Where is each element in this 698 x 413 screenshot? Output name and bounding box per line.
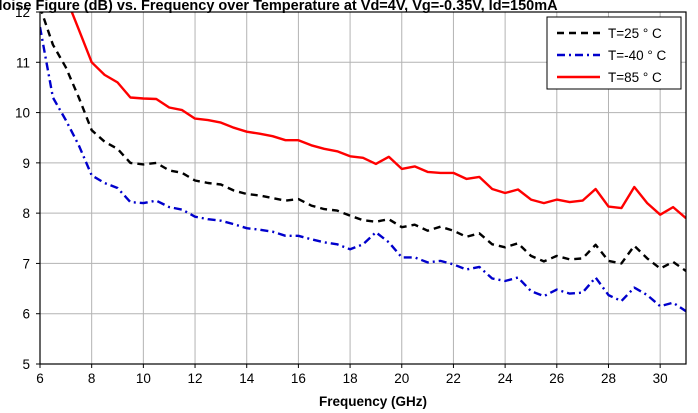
x-tick-label: 20 [394,371,409,386]
x-axis-label: Frequency (GHz) [319,394,427,409]
x-tick-label: 8 [88,371,96,386]
x-tick-labels: 6 8 10 12 14 16 18 20 22 24 26 28 30 [36,364,668,386]
y-tick-label: 7 [22,256,30,271]
legend-label: T=-40 ° C [608,48,667,63]
series-line [40,12,686,272]
x-tick-label: 16 [291,371,306,386]
x-tick-label: 28 [601,371,616,386]
x-tick-label: 6 [36,371,44,386]
y-tick-label: 8 [22,206,30,221]
legend: T=25 ° C T=-40 ° C T=85 ° C [546,16,682,90]
y-tick-label: 5 [22,357,30,372]
series-layer [40,12,686,313]
x-tick-label: 10 [136,371,151,386]
y-tick-label: 6 [22,307,30,322]
plot-frame [39,11,687,365]
chart-title: Noise Figure (dB) vs. Frequency over Tem… [0,0,558,14]
y-tick-label: 12 [15,5,30,20]
x-tick-label: 12 [188,371,203,386]
legend-label: T=25 ° C [608,26,662,41]
x-tick-label: 26 [549,371,564,386]
y-tick-labels: 5 6 7 8 9 10 11 12 [15,5,40,372]
legend-label: T=85 ° C [608,70,662,85]
x-tick-label: 14 [239,371,255,386]
series-line [70,12,686,220]
x-tick-label: 18 [343,371,358,386]
x-tick-label: 30 [653,371,668,386]
x-tick-label: 24 [498,371,514,386]
x-tick-label: 22 [446,371,461,386]
y-tick-label: 9 [22,156,30,171]
y-tick-label: 11 [16,55,30,70]
y-tick-label: 10 [15,106,30,121]
